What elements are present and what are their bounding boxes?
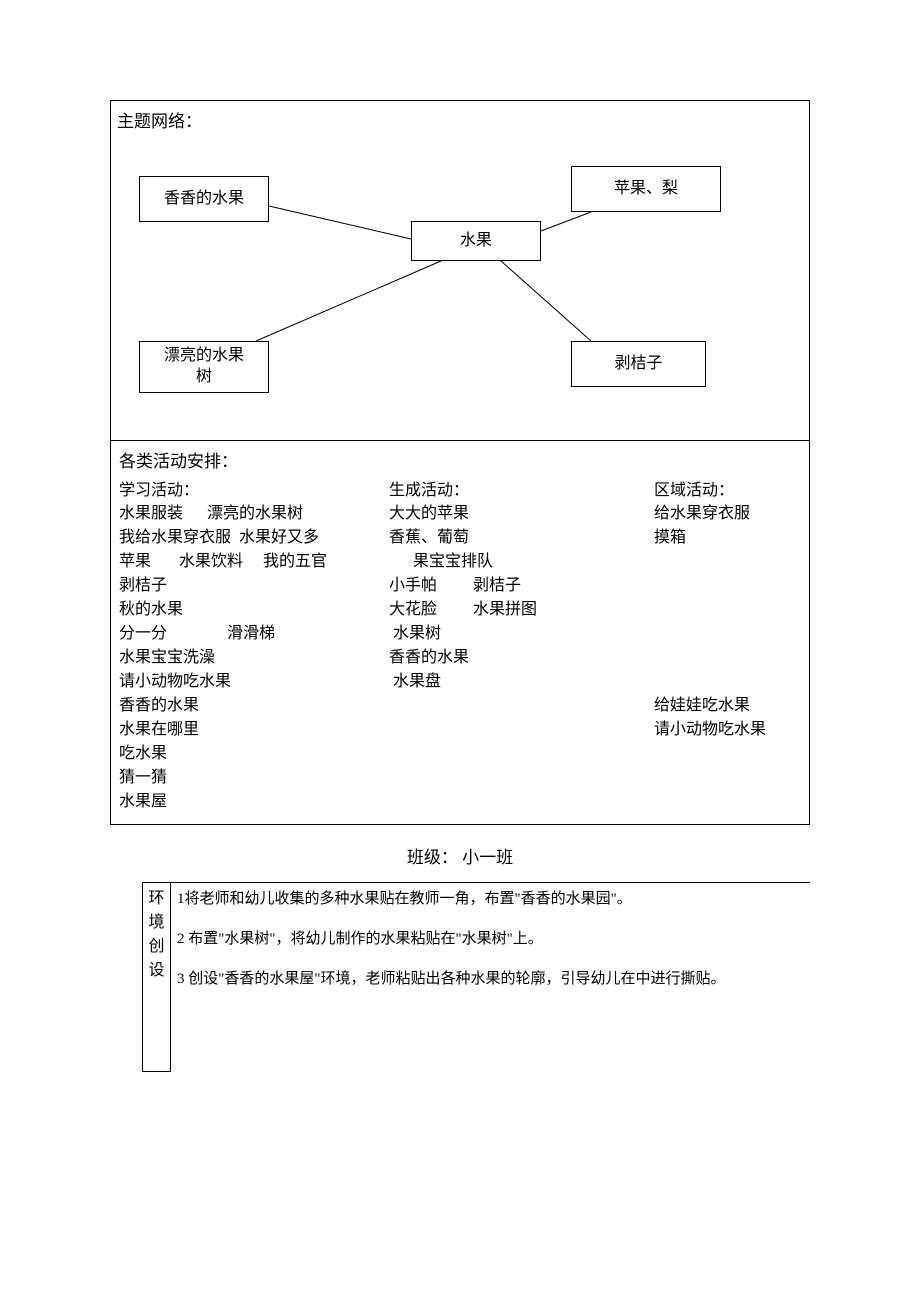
activities-col1: 学习活动： 水果服装 漂亮的水果树我给水果穿衣服 水果好又多苹果 水果饮料 我的… bbox=[119, 476, 389, 814]
activity-line: 香蕉、葡萄 bbox=[389, 526, 654, 550]
activity-line: 水果宝宝洗澡 bbox=[119, 646, 389, 670]
env-label-cell: 环境创设 bbox=[143, 883, 171, 1072]
env-label-char: 境 bbox=[145, 911, 168, 935]
network-title: 主题网络： bbox=[117, 107, 202, 132]
activity-line bbox=[389, 790, 654, 814]
activity-line bbox=[654, 742, 814, 766]
activity-line: 水果服装 漂亮的水果树 bbox=[119, 502, 389, 526]
activity-line: 请小动物吃水果 bbox=[654, 718, 814, 742]
activity-line bbox=[654, 646, 814, 670]
node-bottom-right: 剥桔子 bbox=[571, 341, 706, 387]
activity-line: 水果在哪里 bbox=[119, 718, 389, 742]
env-table: 环境创设 1将老师和幼儿收集的多种水果贴在教师一角，布置"香香的水果园"。 2 布… bbox=[142, 882, 810, 1072]
node-top-left: 香香的水果 bbox=[139, 176, 269, 222]
activity-line bbox=[389, 718, 654, 742]
col2-header: 生成活动： bbox=[389, 476, 654, 500]
col1-header: 学习活动： bbox=[119, 476, 389, 500]
activity-line: 请小动物吃水果 bbox=[119, 670, 389, 694]
node-bl-line2: 树 bbox=[196, 367, 212, 388]
network-diagram: 主题网络： 香香的水果 苹果、梨 水果 漂亮的水果 树 剥桔子 bbox=[111, 101, 809, 441]
activity-line: 小手帕 剥桔子 bbox=[389, 574, 654, 598]
activities-col3: 区域活动： 给水果穿衣服摸箱 给娃娃吃水果请小动物吃水果 bbox=[654, 476, 814, 814]
activity-line bbox=[389, 766, 654, 790]
activities-grid: 学习活动： 水果服装 漂亮的水果树我给水果穿衣服 水果好又多苹果 水果饮料 我的… bbox=[119, 476, 801, 814]
activities-col2: 生成活动： 大大的苹果香蕉、葡萄 果宝宝排队小手帕 剥桔子大花脸 水果拼图 水果… bbox=[389, 476, 654, 814]
activity-line: 给娃娃吃水果 bbox=[654, 694, 814, 718]
activity-line bbox=[389, 742, 654, 766]
activity-line bbox=[654, 550, 814, 574]
activity-line: 香香的水果 bbox=[389, 646, 654, 670]
activity-line: 剥桔子 bbox=[119, 574, 389, 598]
activity-line: 我给水果穿衣服 水果好又多 bbox=[119, 526, 389, 550]
class-title: 班级： 小一班 bbox=[110, 843, 810, 868]
activity-line: 水果盘 bbox=[389, 670, 654, 694]
env-item: 1将老师和幼儿收集的多种水果贴在教师一角，布置"香香的水果园"。 bbox=[177, 887, 804, 911]
activity-line bbox=[654, 790, 814, 814]
activity-line: 分一分 滑滑梯 bbox=[119, 622, 389, 646]
activity-line: 给水果穿衣服 bbox=[654, 502, 814, 526]
node-bottom-left: 漂亮的水果 树 bbox=[139, 341, 269, 393]
activities-section: 各类活动安排： 学习活动： 水果服装 漂亮的水果树我给水果穿衣服 水果好又多苹果… bbox=[111, 441, 809, 824]
env-label-char: 环 bbox=[145, 887, 168, 911]
activity-line: 摸箱 bbox=[654, 526, 814, 550]
main-container: 主题网络： 香香的水果 苹果、梨 水果 漂亮的水果 树 剥桔子 各类活动安排： … bbox=[110, 100, 810, 825]
activities-title: 各类活动安排： bbox=[119, 447, 801, 472]
activity-line: 水果屋 bbox=[119, 790, 389, 814]
activity-line bbox=[654, 622, 814, 646]
node-top-right: 苹果、梨 bbox=[571, 166, 721, 212]
activity-line: 苹果 水果饮料 我的五官 bbox=[119, 550, 389, 574]
activity-line: 大大的苹果 bbox=[389, 502, 654, 526]
node-bl-line1: 漂亮的水果 bbox=[164, 346, 244, 367]
env-content-cell: 1将老师和幼儿收集的多种水果贴在教师一角，布置"香香的水果园"。 2 布置"水果树… bbox=[171, 883, 811, 1072]
env-label-char: 创 bbox=[145, 935, 168, 959]
activity-line: 吃水果 bbox=[119, 742, 389, 766]
activity-line: 果宝宝排队 bbox=[389, 550, 654, 574]
activity-line: 猜一猜 bbox=[119, 766, 389, 790]
env-item: 2 布置"水果树"，将幼儿制作的水果粘贴在"水果树"上。 bbox=[177, 927, 804, 951]
activity-line: 秋的水果 bbox=[119, 598, 389, 622]
env-item: 3 创设"香香的水果屋"环境，老师粘贴出各种水果的轮廓，引导幼儿在中进行撕贴。 bbox=[177, 967, 804, 991]
activity-line bbox=[654, 598, 814, 622]
activity-line: 大花脸 水果拼图 bbox=[389, 598, 654, 622]
activity-line bbox=[654, 766, 814, 790]
activity-line: 香香的水果 bbox=[119, 694, 389, 718]
activity-line bbox=[654, 574, 814, 598]
activity-line: 水果树 bbox=[389, 622, 654, 646]
env-label-char: 设 bbox=[145, 959, 168, 983]
col3-header: 区域活动： bbox=[654, 476, 814, 500]
activity-line bbox=[654, 670, 814, 694]
node-center: 水果 bbox=[411, 221, 541, 261]
activity-line bbox=[389, 694, 654, 718]
